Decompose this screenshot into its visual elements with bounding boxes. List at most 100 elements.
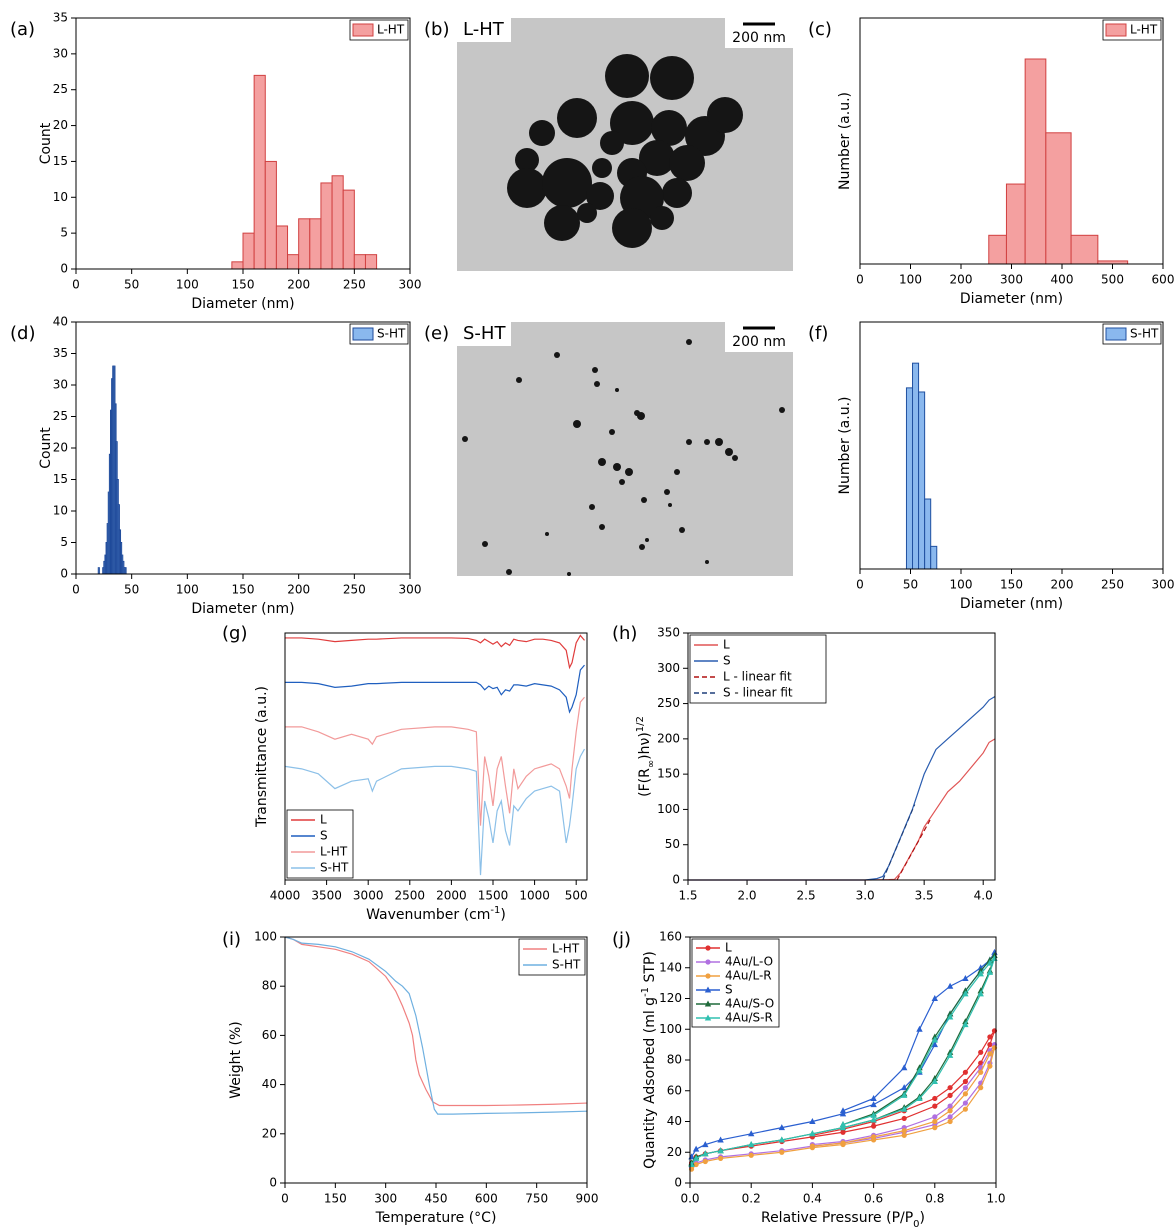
y-axis-label: Count: [38, 427, 54, 469]
y-axis-label: Weight (%): [228, 1021, 244, 1098]
histogram-bar: [1024, 58, 1047, 265]
legend-label: L: [320, 813, 327, 827]
legend: L-HT: [1102, 19, 1162, 41]
legend-label: L: [723, 638, 730, 652]
micrograph: S-HT 200 nm: [457, 322, 793, 576]
y-axis-label-part: Quantity Adsorbed (ml g: [642, 997, 658, 1169]
marker: [947, 1118, 953, 1125]
y-axis-label-part: ∞: [646, 760, 657, 768]
marker: [978, 1069, 984, 1075]
y-tick-label: 15: [53, 472, 68, 486]
legend-box: [518, 938, 586, 976]
x-tick-label: 200: [1051, 578, 1074, 592]
y-tick-label: 300: [657, 661, 680, 675]
legend-label: 4Au/S-O: [725, 997, 774, 1011]
y-tick-label: 0: [60, 262, 68, 276]
histogram-bar: [275, 225, 289, 270]
panel-label: (i): [222, 929, 241, 950]
series-line: [285, 696, 585, 826]
particle: [586, 182, 614, 210]
legend: S-HT: [349, 323, 409, 345]
particle: [650, 56, 694, 100]
x-tick-label: 600: [1152, 273, 1175, 287]
legend-label: S-HT: [377, 327, 406, 341]
marker: [839, 1121, 847, 1128]
legend-label: 4Au/S-R: [725, 1011, 773, 1025]
legend-label: L: [725, 941, 732, 955]
legend-swatch: [352, 23, 374, 37]
series-line: [896, 819, 931, 881]
marker: [901, 1115, 907, 1122]
panel-label: (d): [10, 323, 35, 344]
scale-bar-label: 200 nm: [732, 334, 786, 350]
marker: [693, 1161, 699, 1168]
series-line: [688, 695, 996, 881]
legend-label: S: [725, 983, 733, 997]
legend: L-HT S-HT: [518, 938, 586, 976]
marker: [916, 1094, 923, 1101]
particle: [650, 206, 674, 230]
particle: [645, 538, 649, 542]
x-tick-label: 300: [374, 1192, 397, 1206]
marker: [947, 1103, 953, 1109]
legend-marker: [704, 1014, 712, 1021]
marker: [962, 975, 969, 982]
y-axis-label: Number (a.u.): [837, 92, 853, 190]
particle: [515, 148, 539, 172]
legend-box: [689, 634, 827, 704]
histogram-bar: [930, 545, 938, 570]
marker: [978, 1049, 984, 1055]
marker: [962, 1085, 969, 1091]
particle: [592, 158, 612, 178]
x-tick-label: 2.0: [737, 889, 756, 903]
marker: [932, 1095, 938, 1102]
legend-swatch: [1105, 327, 1127, 341]
y-tick-label: 50: [665, 837, 680, 851]
marker: [962, 1069, 969, 1075]
particle: [725, 448, 733, 456]
y-tick-label: 30: [53, 378, 68, 392]
marker: [839, 1107, 847, 1114]
x-axis-label: Diameter (nm): [960, 596, 1063, 612]
histogram-bar: [988, 234, 1007, 265]
x-tick-label: 200: [950, 273, 973, 287]
x-tick-label: 750: [525, 1192, 548, 1206]
histogram-bar: [320, 182, 333, 270]
x-tick-label: 0.2: [742, 1192, 761, 1206]
x-tick-label: 250: [1101, 578, 1124, 592]
particle: [592, 367, 598, 373]
histogram-bar: [231, 261, 244, 270]
marker: [931, 1041, 938, 1048]
marker: [946, 1051, 954, 1058]
series-line: [882, 804, 916, 881]
marker: [962, 1021, 969, 1028]
marker: [947, 1108, 953, 1114]
panel-label: (f): [808, 323, 828, 344]
x-tick-label: 300: [399, 278, 422, 292]
marker: [748, 1152, 754, 1158]
particle: [705, 560, 709, 564]
x-axis-label-part: -1: [490, 905, 500, 916]
x-tick-label: 50: [903, 578, 918, 592]
x-tick-label: 0.0: [680, 1192, 699, 1206]
y-axis-label-part: STP): [642, 951, 658, 987]
x-tick-label: 0.4: [803, 1192, 822, 1206]
particle: [529, 120, 555, 146]
marker: [809, 1130, 816, 1137]
marker: [901, 1132, 907, 1138]
legend-label: 4Au/L-O: [725, 955, 773, 969]
histogram-bar: [924, 498, 932, 570]
marker: [978, 1085, 984, 1091]
marker: [702, 1158, 708, 1165]
marker: [779, 1149, 785, 1155]
legend-label: L-HT: [552, 942, 580, 956]
particle: [686, 439, 692, 445]
particle: [605, 54, 649, 98]
marker: [932, 1118, 938, 1125]
marker: [977, 970, 984, 977]
x-tick-label: 3500: [311, 889, 342, 903]
histogram-bar: [124, 567, 127, 575]
marker: [932, 1114, 938, 1120]
